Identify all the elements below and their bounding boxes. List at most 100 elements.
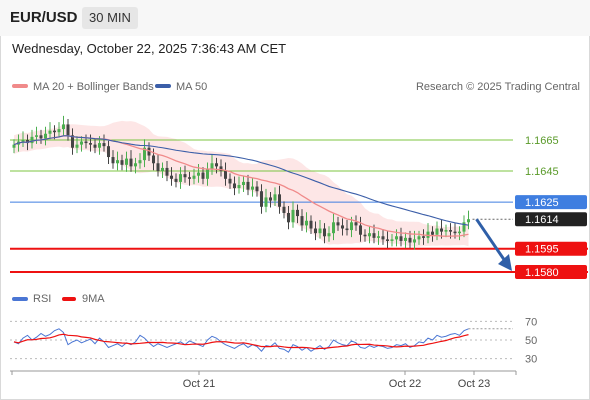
- candle-body: [408, 237, 412, 243]
- candle-body: [273, 194, 277, 201]
- candle-body: [102, 143, 106, 147]
- ma50-legend-label: MA 50: [176, 81, 207, 93]
- candle-body: [147, 147, 151, 156]
- level-tag-1.1625: [515, 195, 587, 210]
- candle-body: [260, 191, 263, 207]
- level-tag-1.1580: [515, 265, 587, 280]
- rsi-panel: 70 50 30: [10, 316, 537, 366]
- candle-body: [53, 130, 56, 133]
- candle-body: [278, 194, 281, 207]
- candle-body: [269, 197, 272, 201]
- candle-body: [66, 124, 70, 136]
- level-label-1.1580: 1.1580: [525, 267, 559, 279]
- candle-body: [93, 144, 97, 148]
- candle-body: [363, 234, 367, 237]
- candle-body: [242, 181, 245, 186]
- rsi-tick-label: 70: [525, 316, 537, 328]
- candle-body: [287, 212, 290, 223]
- candle-body: [48, 130, 52, 134]
- candle-body: [188, 177, 191, 179]
- candle-body: [125, 158, 128, 165]
- ma9-legend-label: 9MA: [82, 293, 105, 305]
- bollinger-band-area: [14, 120, 469, 247]
- candle-body: [458, 231, 461, 234]
- level-label-1.1645: 1.1645: [525, 166, 559, 178]
- forecast-arrow-head: [498, 254, 512, 272]
- candle-body: [116, 160, 119, 164]
- candle-body: [462, 222, 466, 232]
- candle-body: [80, 141, 83, 145]
- candle-body: [98, 143, 101, 148]
- level-label-1.1614: 1.1614: [525, 214, 559, 226]
- candle-body: [413, 239, 416, 243]
- candle-body: [219, 166, 223, 172]
- candle-body: [314, 228, 317, 234]
- candle-body: [44, 133, 47, 139]
- candle-body: [359, 225, 362, 235]
- candle-body: [84, 141, 88, 144]
- candle-body: [372, 233, 376, 238]
- candle-body: [165, 167, 169, 176]
- candle-body: [71, 135, 74, 148]
- credit-label: Research © 2025 Trading Central: [416, 81, 580, 93]
- candle-body: [233, 183, 236, 189]
- rsi-ma9-line: [13, 333, 469, 350]
- candles: [12, 115, 470, 250]
- candle-body: [255, 186, 259, 192]
- candle-body: [431, 231, 434, 235]
- candle-body: [30, 136, 34, 144]
- ma50-legend-swatch: [155, 84, 171, 88]
- ma9-legend-swatch: [62, 297, 76, 301]
- candle-body: [192, 175, 196, 179]
- moving-averages: [13, 135, 469, 237]
- candle-body: [228, 178, 232, 184]
- candle-body: [318, 228, 322, 234]
- candle-body: [435, 228, 439, 235]
- rsi-tick-label: 50: [525, 335, 537, 347]
- candle-body: [467, 219, 470, 223]
- candle-body: [174, 178, 178, 182]
- rsi-legend: RSI 9MA: [12, 293, 105, 305]
- timeframe-badge[interactable]: 30 MIN: [82, 7, 138, 29]
- candle-body: [179, 174, 182, 182]
- level-tag-1.1614: [515, 212, 587, 227]
- x-tick-label: Oct 22: [389, 378, 421, 390]
- candle-body: [345, 228, 349, 231]
- rsi-tick-label: 30: [525, 354, 537, 366]
- candle-body: [134, 163, 137, 167]
- candle-body: [264, 197, 268, 207]
- candle-body: [444, 230, 448, 232]
- candle-body: [143, 147, 146, 161]
- candle-body: [336, 222, 340, 226]
- candle-body: [323, 228, 326, 237]
- candle-body: [300, 216, 304, 226]
- candle-body: [368, 233, 371, 237]
- x-tick-label: Oct 21: [183, 378, 215, 390]
- candle-body: [381, 236, 385, 240]
- candle-body: [210, 163, 214, 170]
- candle-body: [327, 233, 331, 237]
- candle-body: [152, 155, 155, 164]
- candle-body: [309, 220, 313, 229]
- bollinger-band: [14, 120, 469, 247]
- candle-body: [129, 158, 133, 167]
- candle-body: [251, 186, 254, 190]
- forecast-arrow-shaft: [475, 218, 507, 262]
- candle-body: [35, 135, 38, 137]
- candle-body: [75, 144, 79, 148]
- candle-body: [156, 163, 160, 172]
- candle-body: [138, 160, 142, 164]
- level-tag-1.1595: [515, 241, 587, 256]
- candle-body: [183, 174, 187, 178]
- candle-body: [305, 220, 308, 226]
- price-legend: MA 20 + Bollinger Bands MA 50 Research ©…: [12, 81, 580, 93]
- candle-body: [89, 143, 92, 145]
- ma20-legend-swatch: [12, 84, 28, 88]
- candle-body: [291, 209, 295, 223]
- forecast-arrow: [475, 218, 512, 272]
- candle-body: [296, 209, 299, 217]
- rsi-legend-swatch: [12, 297, 28, 301]
- candle-body: [440, 228, 443, 232]
- candle-body: [21, 139, 25, 142]
